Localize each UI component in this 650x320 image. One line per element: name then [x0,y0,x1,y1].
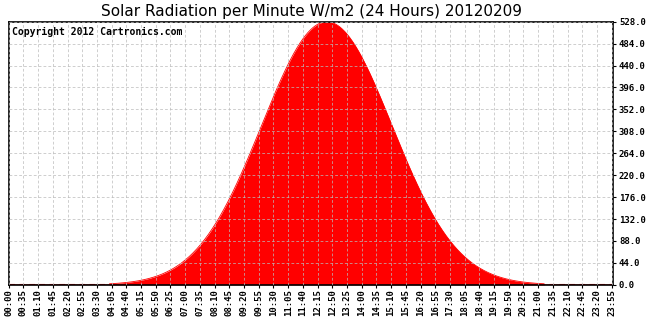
Title: Solar Radiation per Minute W/m2 (24 Hours) 20120209: Solar Radiation per Minute W/m2 (24 Hour… [101,4,521,19]
Text: Copyright 2012 Cartronics.com: Copyright 2012 Cartronics.com [12,27,182,37]
